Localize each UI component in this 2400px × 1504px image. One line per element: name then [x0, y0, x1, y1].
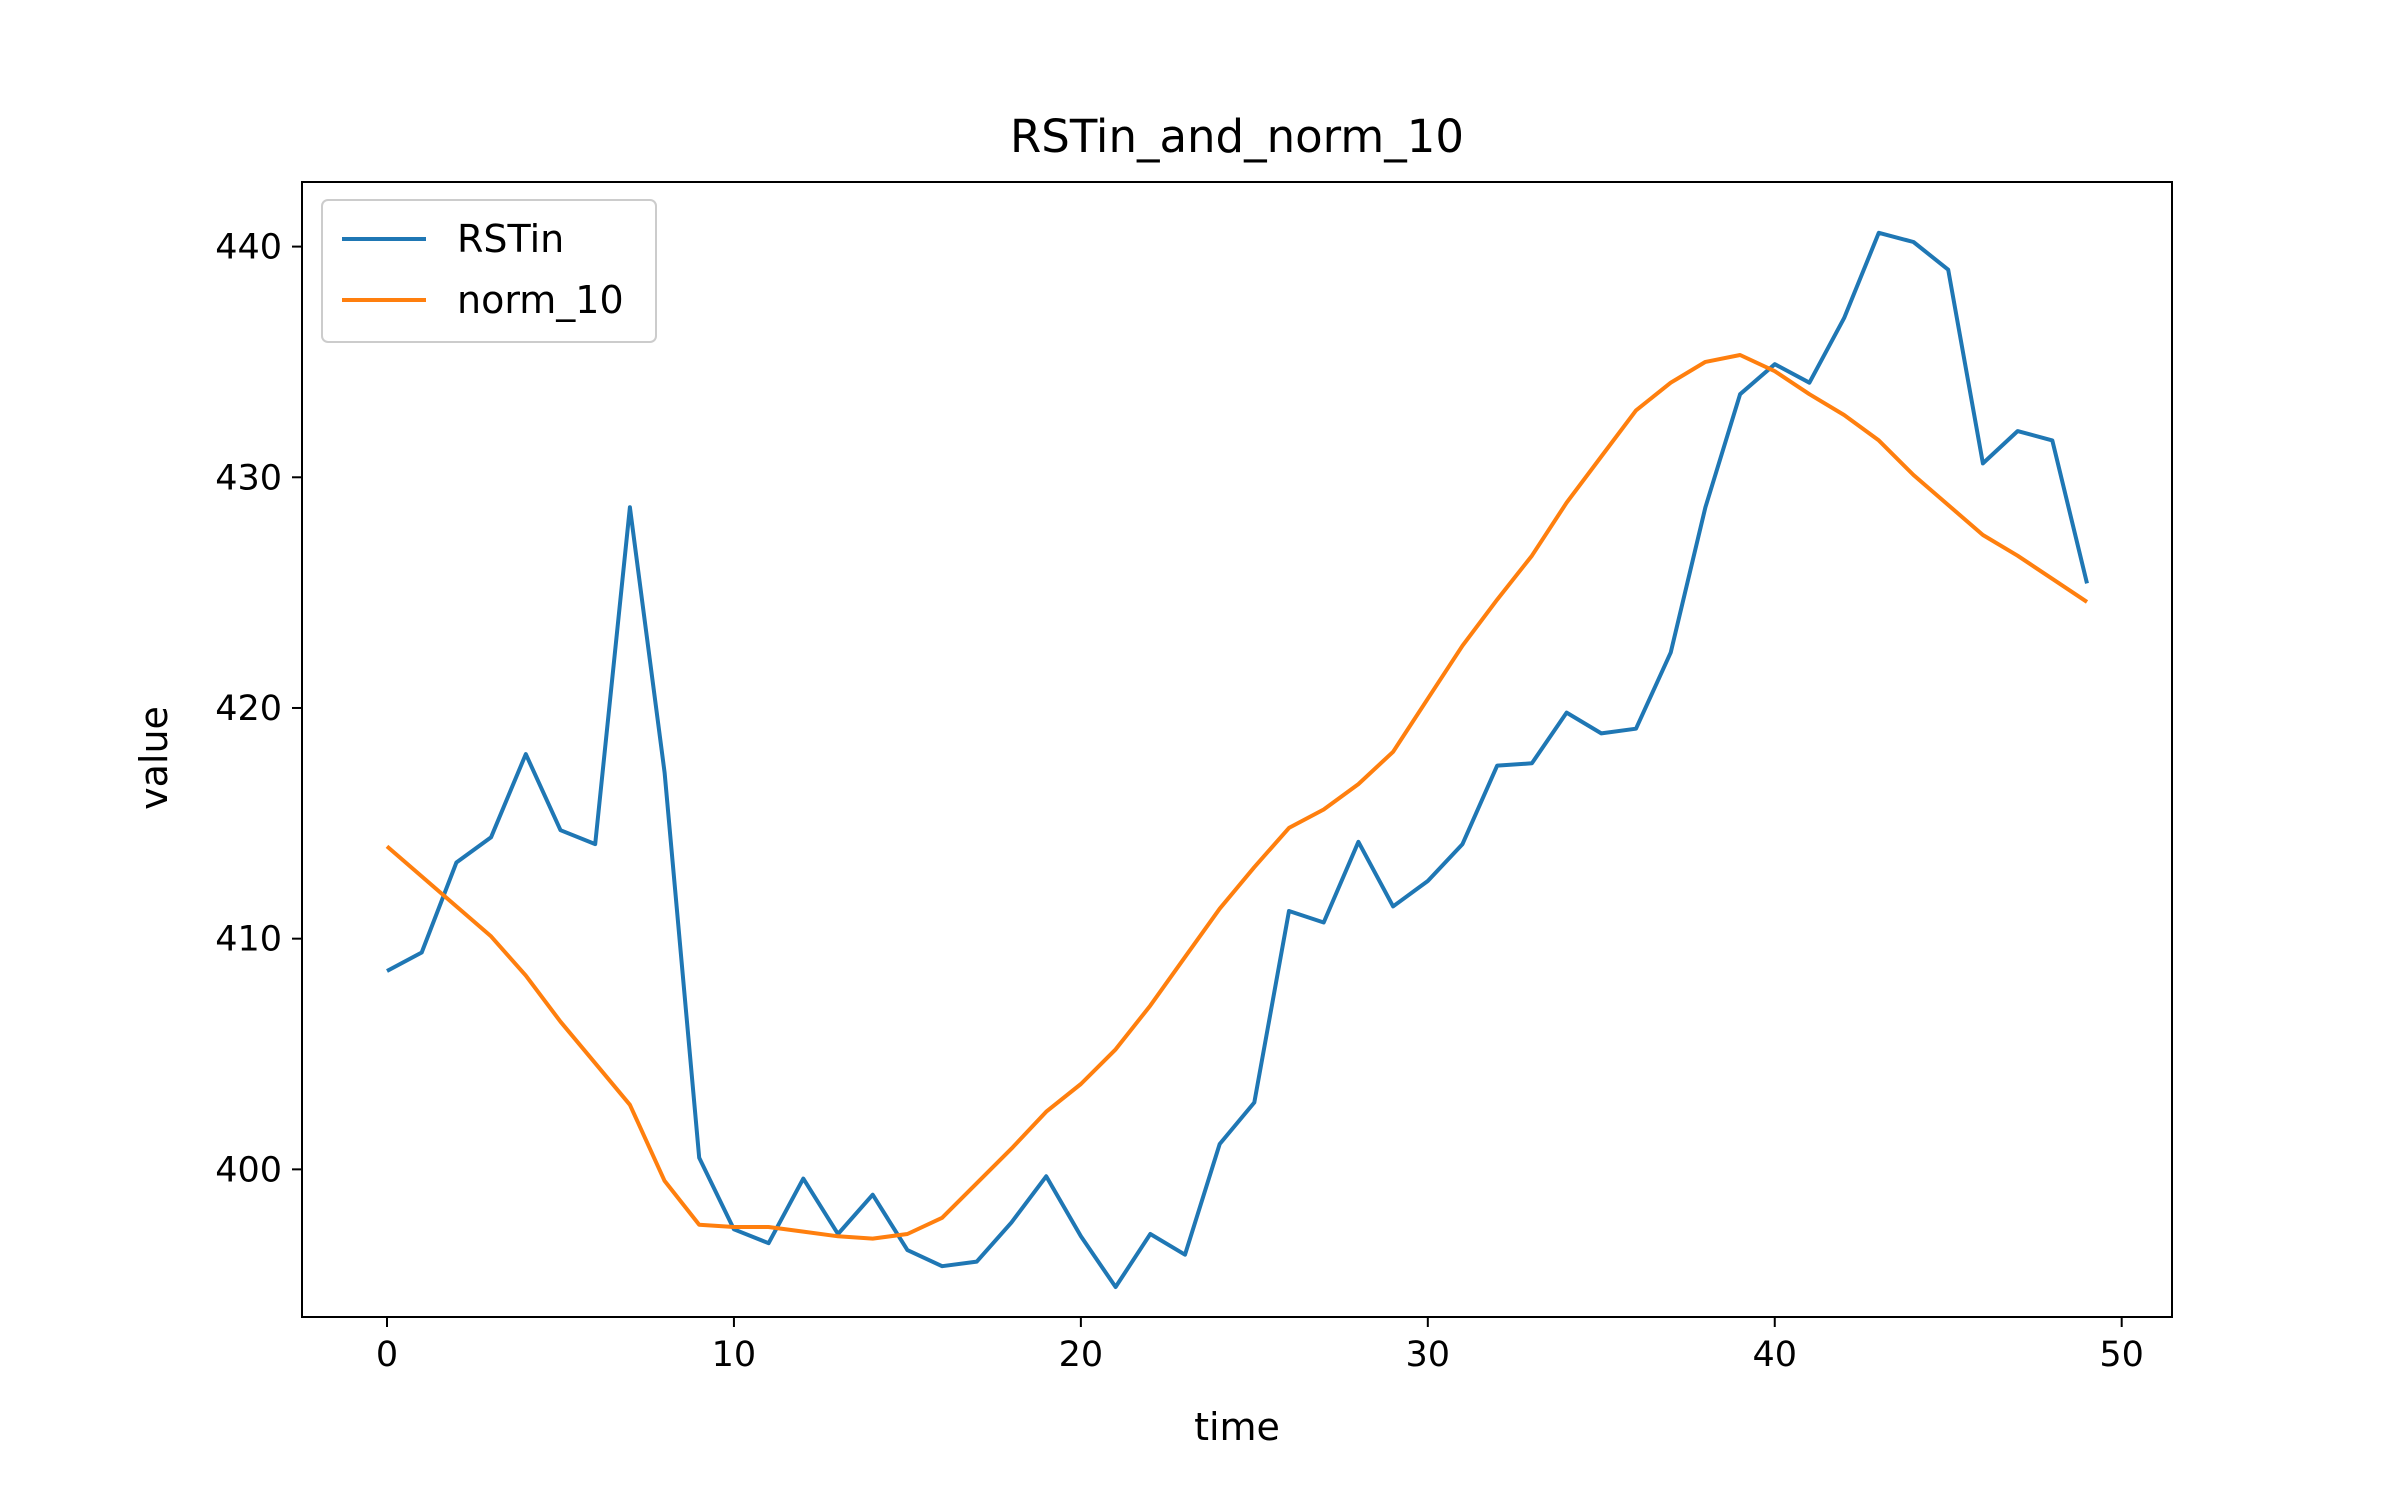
y-tick-label: 420: [215, 689, 282, 729]
x-axis-label: time: [1194, 1405, 1280, 1449]
x-axis-ticks: 0 10 20 30 40 50: [376, 1317, 2144, 1375]
legend-label-rstin: RSTin: [457, 217, 564, 261]
legend-box: [321, 199, 657, 343]
x-tick-label: 30: [1406, 1335, 1451, 1375]
series-line-norm-10: [385, 353, 2089, 1241]
chart-title: RSTin_and_norm_10: [1010, 110, 1464, 163]
y-axis-ticks: 400 410 420 430 440: [215, 228, 302, 1190]
plot-area-frame: [301, 181, 2173, 1318]
y-axis-label: value: [132, 706, 176, 810]
chart-legend: RSTin norm_10: [321, 199, 657, 343]
series-line-rstin: [386, 230, 2089, 1289]
x-tick-label: 0: [376, 1335, 398, 1375]
legend-label-norm-10: norm_10: [457, 278, 624, 322]
y-tick-label: 410: [215, 920, 282, 960]
y-tick-label: 440: [215, 228, 282, 268]
x-tick-label: 40: [1752, 1335, 1797, 1375]
y-tick-label: 430: [215, 458, 282, 498]
x-tick-label: 50: [2099, 1335, 2144, 1375]
y-tick-label: 400: [215, 1150, 282, 1190]
x-tick-label: 10: [712, 1335, 757, 1375]
x-tick-label: 20: [1059, 1335, 1104, 1375]
series-lines: [385, 230, 2089, 1289]
